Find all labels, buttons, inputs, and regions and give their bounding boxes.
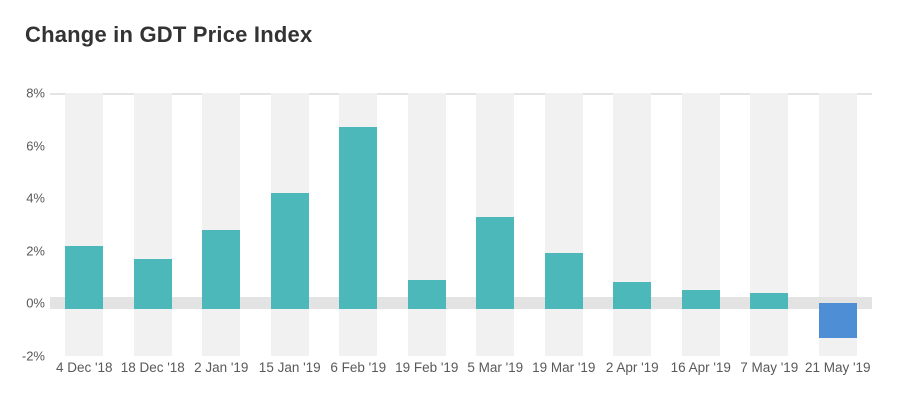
x-tick-label: 7 May '19: [740, 360, 799, 375]
bar-positive[interactable]: [407, 279, 446, 310]
x-tick-label: 2 Apr '19: [605, 360, 659, 375]
bar-positive[interactable]: [339, 127, 378, 310]
category-slot: [667, 93, 736, 356]
category-slot: [735, 93, 804, 356]
top-gridline: [50, 93, 872, 95]
x-tick-label: 6 Feb '19: [330, 360, 387, 375]
x-tick-label: 2 Jan '19: [194, 360, 249, 375]
column-stripe: [133, 93, 172, 356]
bar-positive[interactable]: [133, 258, 172, 310]
y-tick-label: 0%: [26, 295, 45, 311]
column-stripe: [202, 93, 241, 356]
bar-positive[interactable]: [681, 290, 720, 310]
column-stripe: [407, 93, 446, 356]
bar-positive[interactable]: [476, 216, 515, 310]
category-slot: [393, 93, 462, 356]
column-stripe: [750, 93, 789, 356]
plot-area: [50, 93, 872, 356]
bar-positive[interactable]: [750, 292, 789, 310]
bar-positive[interactable]: [65, 245, 104, 310]
zero-baseline-band: [50, 297, 872, 310]
category-slot: [256, 93, 325, 356]
x-axis: 4 Dec '18 18 Dec '18 2 Jan '19 15 Jan '19 6 …: [50, 360, 872, 380]
y-axis: 8% 6% 4% 2% 0% -2%: [0, 86, 45, 364]
bar-positive[interactable]: [202, 229, 241, 310]
category-slot: [530, 93, 599, 356]
category-slot: [119, 93, 188, 356]
x-tick-label: 16 Apr '19: [670, 360, 731, 375]
bar-negative[interactable]: [818, 303, 857, 338]
chart-title: Change in GDT Price Index: [25, 22, 313, 47]
y-tick-label: 4%: [26, 190, 45, 206]
column-stripe: [681, 93, 720, 356]
column-stripe: [65, 93, 104, 356]
category-slot: [598, 93, 667, 356]
y-tick-label: 2%: [26, 243, 45, 259]
x-tick-label: 19 Mar '19: [532, 360, 596, 375]
category-slot: [804, 93, 873, 356]
x-tick-label: 4 Dec '18: [55, 360, 113, 375]
category-slot: [461, 93, 530, 356]
x-tick-label: 15 Jan '19: [258, 360, 321, 375]
x-tick-label: 21 May '19: [804, 360, 871, 375]
category-slot: [187, 93, 256, 356]
y-tick-label: -2%: [21, 348, 45, 364]
column-stripe: [544, 93, 583, 356]
y-tick-label: 8%: [26, 85, 45, 101]
y-tick-label: 6%: [26, 138, 45, 154]
bar-positive[interactable]: [613, 282, 652, 310]
bar-positive[interactable]: [544, 253, 583, 310]
column-stripe: [613, 93, 652, 356]
bar-positive[interactable]: [270, 192, 309, 310]
x-tick-label: 5 Mar '19: [467, 360, 524, 375]
x-tick-label: 18 Dec '18: [120, 360, 185, 375]
category-slot: [50, 93, 119, 356]
x-tick-label: 19 Feb '19: [395, 360, 459, 375]
category-slot: [324, 93, 393, 356]
